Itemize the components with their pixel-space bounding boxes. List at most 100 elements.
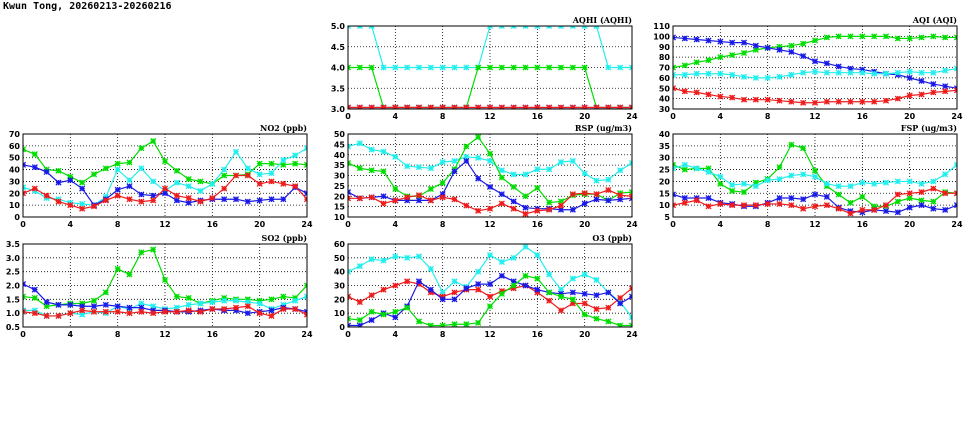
data-point-green bbox=[617, 322, 624, 328]
data-point-green bbox=[280, 293, 287, 300]
data-point-cyan bbox=[498, 167, 505, 174]
data-point-red bbox=[90, 203, 98, 210]
data-point-blue bbox=[776, 194, 783, 202]
data-point-red bbox=[717, 200, 724, 208]
y-tick-label: 30 bbox=[9, 177, 21, 186]
data-point-blue bbox=[705, 194, 712, 202]
data-point-green bbox=[256, 297, 263, 304]
data-point-red bbox=[534, 104, 541, 110]
data-point-green bbox=[740, 49, 748, 57]
y-tick-label: 25 bbox=[659, 166, 671, 175]
y-tick-label: 5.0 bbox=[331, 22, 346, 31]
data-point-green bbox=[463, 143, 470, 150]
data-point-red bbox=[380, 200, 387, 207]
data-point-green bbox=[522, 272, 529, 279]
data-point-green bbox=[581, 64, 588, 71]
data-point-green bbox=[31, 294, 38, 302]
plot-area bbox=[23, 138, 307, 212]
data-point-red bbox=[173, 308, 180, 315]
y-tick-label: 50 bbox=[9, 154, 21, 163]
data-point-cyan bbox=[776, 73, 783, 80]
data-point-cyan bbox=[221, 166, 228, 173]
data-point-red bbox=[557, 307, 565, 314]
data-point-green bbox=[847, 33, 854, 40]
data-point-blue bbox=[811, 191, 819, 198]
data-point-green bbox=[392, 185, 399, 193]
data-point-red bbox=[522, 104, 529, 110]
data-point-cyan bbox=[593, 177, 600, 184]
y-tick-label: 4.5 bbox=[331, 43, 346, 52]
data-point-blue bbox=[823, 193, 830, 200]
data-point-red bbox=[67, 310, 74, 317]
data-point-red bbox=[617, 192, 624, 199]
data-point-red bbox=[534, 207, 541, 214]
data-point-red bbox=[847, 210, 854, 217]
data-point-blue bbox=[894, 209, 901, 216]
data-point-blue bbox=[740, 39, 748, 46]
data-point-red bbox=[918, 91, 925, 98]
data-point-red bbox=[55, 198, 62, 205]
data-point-red bbox=[197, 308, 204, 315]
data-point-green bbox=[811, 167, 819, 174]
x-tick-label: 8 bbox=[765, 220, 771, 229]
data-point-blue bbox=[498, 272, 505, 279]
data-point-green bbox=[368, 308, 375, 315]
data-point-red bbox=[894, 191, 901, 198]
data-point-green bbox=[859, 193, 866, 200]
data-point-cyan bbox=[356, 263, 363, 270]
data-point-green bbox=[197, 178, 204, 185]
data-point-red bbox=[114, 192, 121, 199]
data-point-red bbox=[486, 293, 494, 300]
data-point-red bbox=[439, 104, 446, 110]
data-point-red bbox=[368, 104, 375, 110]
data-point-blue bbox=[847, 65, 854, 72]
data-point-blue bbox=[161, 190, 169, 197]
data-point-cyan bbox=[415, 253, 423, 260]
data-point-blue bbox=[882, 208, 890, 215]
data-point-red bbox=[705, 91, 712, 98]
x-tick-label: 24 bbox=[626, 220, 638, 229]
data-point-cyan bbox=[232, 148, 240, 155]
data-point-blue bbox=[114, 186, 121, 193]
data-point-red bbox=[823, 98, 830, 105]
y-tick-label: 100 bbox=[653, 32, 670, 41]
data-point-cyan bbox=[764, 177, 771, 184]
data-point-blue bbox=[681, 194, 688, 202]
data-point-red bbox=[740, 202, 748, 209]
data-point-blue bbox=[185, 199, 192, 206]
data-point-blue bbox=[280, 196, 287, 203]
chart-fsp: 5 10 15 20 25 30 35 40 0 4 8 12 16 20 24 FSP (ug/m3) bbox=[659, 123, 963, 229]
x-tick-label: 12 bbox=[159, 220, 170, 229]
y-tick-label: 40 bbox=[659, 130, 671, 139]
data-point-green bbox=[717, 54, 724, 61]
data-point-blue bbox=[918, 202, 925, 209]
data-point-cyan bbox=[392, 153, 399, 160]
data-point-red bbox=[693, 89, 700, 96]
data-point-red bbox=[717, 93, 724, 100]
data-point-green bbox=[859, 33, 866, 40]
x-tick-label: 4 bbox=[718, 112, 724, 121]
data-point-green bbox=[368, 64, 375, 71]
data-point-red bbox=[451, 196, 458, 203]
data-point-blue bbox=[569, 289, 576, 296]
data-point-cyan bbox=[380, 64, 387, 71]
data-point-cyan bbox=[368, 256, 375, 263]
data-point-red bbox=[569, 104, 576, 110]
data-point-red bbox=[605, 304, 612, 311]
data-point-green bbox=[930, 198, 937, 205]
data-point-cyan bbox=[942, 171, 949, 178]
data-point-blue bbox=[244, 198, 251, 205]
data-point-green bbox=[569, 296, 576, 303]
data-point-cyan bbox=[404, 64, 411, 71]
data-point-blue bbox=[557, 206, 565, 213]
data-point-green bbox=[439, 179, 446, 186]
data-point-green bbox=[475, 319, 482, 326]
data-point-green bbox=[534, 64, 541, 71]
data-point-blue bbox=[510, 198, 517, 205]
data-point-blue bbox=[380, 193, 387, 200]
data-point-red bbox=[439, 194, 446, 201]
x-tick-label: 24 bbox=[301, 330, 313, 339]
data-point-green bbox=[546, 289, 553, 296]
data-point-green bbox=[292, 160, 299, 167]
data-point-cyan bbox=[197, 187, 204, 194]
